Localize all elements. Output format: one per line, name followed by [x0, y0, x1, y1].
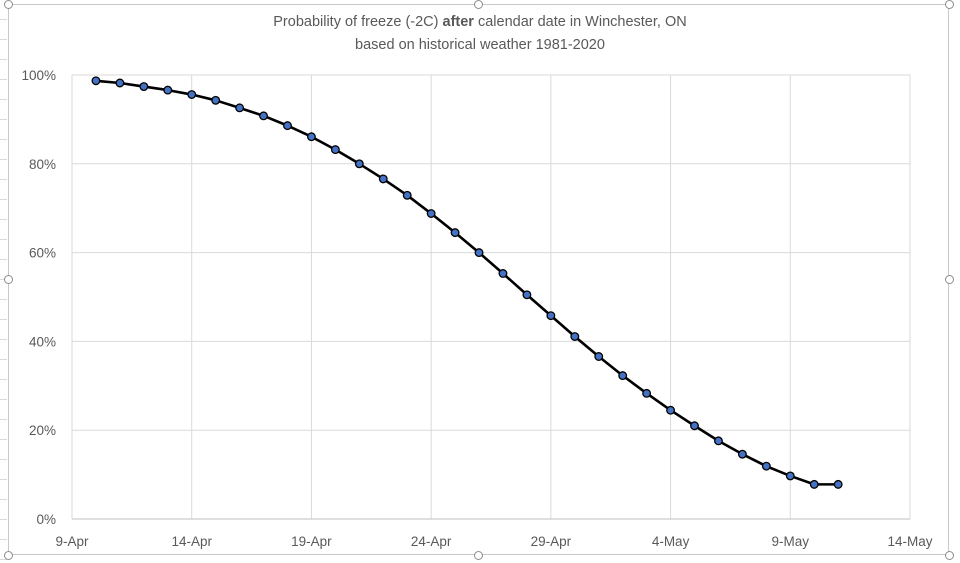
chart-title: Probability of freeze (-2C) after calend…: [0, 14, 960, 30]
resize-handle-middle-left[interactable]: [4, 275, 13, 284]
data-point: [618, 371, 628, 381]
data-point: [259, 111, 268, 121]
resize-handle-top-center[interactable]: [474, 0, 483, 9]
data-point: [809, 479, 819, 489]
data-point: [235, 103, 245, 113]
resize-handle-bottom-left[interactable]: [4, 551, 13, 560]
x-tick-label: 9-Apr: [55, 534, 89, 549]
y-tick-label: 0%: [36, 512, 56, 527]
data-point: [690, 421, 699, 431]
data-point: [642, 388, 652, 398]
data-point: [570, 332, 580, 341]
chart-area[interactable]: [8, 4, 949, 555]
y-tick-label: 40%: [29, 334, 56, 349]
chart-title-bold-word: after: [442, 14, 474, 30]
data-point: [354, 159, 364, 169]
data-point: [187, 90, 197, 99]
y-tick-label: 80%: [29, 157, 56, 172]
x-tick-label: 4-May: [652, 534, 690, 549]
x-tick-label: 14-Apr: [171, 534, 212, 549]
sheet-row-ruler: [0, 0, 7, 563]
series-line: [94, 79, 840, 486]
data-point: [283, 121, 292, 131]
resize-handle-bottom-center[interactable]: [474, 551, 483, 560]
data-point: [833, 479, 843, 489]
data-point: [91, 76, 101, 86]
resize-handle-middle-right[interactable]: [945, 275, 954, 284]
data-point: [594, 352, 604, 361]
data-point: [785, 471, 795, 481]
chart-title-part-2: calendar date in Winchester, ON: [473, 14, 687, 30]
data-point: [378, 174, 388, 184]
data-point: [139, 82, 149, 91]
x-tick-label: 19-Apr: [291, 534, 332, 549]
data-point: [426, 209, 436, 218]
data-point: [666, 405, 676, 415]
x-tick-label: 29-Apr: [531, 534, 572, 549]
resize-handle-bottom-right[interactable]: [945, 551, 954, 560]
data-point: [450, 228, 460, 238]
data-point: [163, 85, 173, 95]
resize-handle-top-left[interactable]: [4, 0, 13, 9]
y-tick-label: 100%: [21, 68, 56, 83]
data-point: [522, 290, 532, 300]
data-point: [761, 461, 771, 471]
resize-handle-top-right[interactable]: [945, 0, 954, 9]
data-point: [498, 269, 508, 278]
y-tick-label: 20%: [29, 423, 56, 438]
x-tick-label: 14-May: [887, 534, 932, 549]
y-tick-label: 60%: [29, 246, 56, 261]
chart-title-part-1: Probability of freeze (-2C): [273, 14, 443, 30]
data-point: [211, 95, 221, 105]
data-point: [546, 311, 556, 321]
data-point: [402, 190, 412, 200]
x-tick-label: 24-Apr: [411, 534, 452, 549]
data-point: [330, 145, 340, 155]
chart-subtitle: based on historical weather 1981-2020: [355, 37, 605, 53]
x-tick-label: 9-May: [772, 534, 810, 549]
data-point: [737, 449, 747, 459]
data-point: [474, 248, 484, 258]
data-point: [306, 132, 316, 142]
data-point: [115, 78, 125, 88]
data-point: [714, 436, 723, 446]
